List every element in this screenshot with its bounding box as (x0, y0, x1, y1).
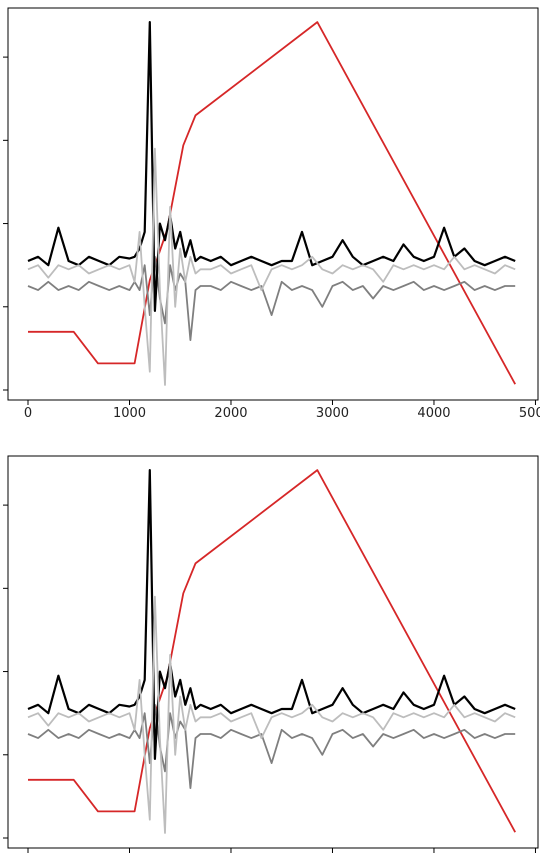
x-tick-label: 4000 (417, 406, 450, 421)
x-tick-label: 5000 (519, 406, 540, 421)
x-tick-label: 2000 (214, 406, 247, 421)
line-series (28, 469, 516, 833)
line-series (27, 147, 516, 386)
line-series (27, 255, 516, 341)
plot-frame (7, 7, 539, 401)
line-series (27, 21, 516, 312)
line-series (28, 21, 516, 385)
x-tick-label: 1000 (113, 406, 146, 421)
x-tick-label: 3000 (316, 406, 349, 421)
line-series (27, 595, 516, 834)
x-tick-label: 0 (24, 406, 32, 421)
plot-frame (7, 455, 539, 849)
line-series (27, 703, 516, 789)
line-series (27, 469, 516, 760)
